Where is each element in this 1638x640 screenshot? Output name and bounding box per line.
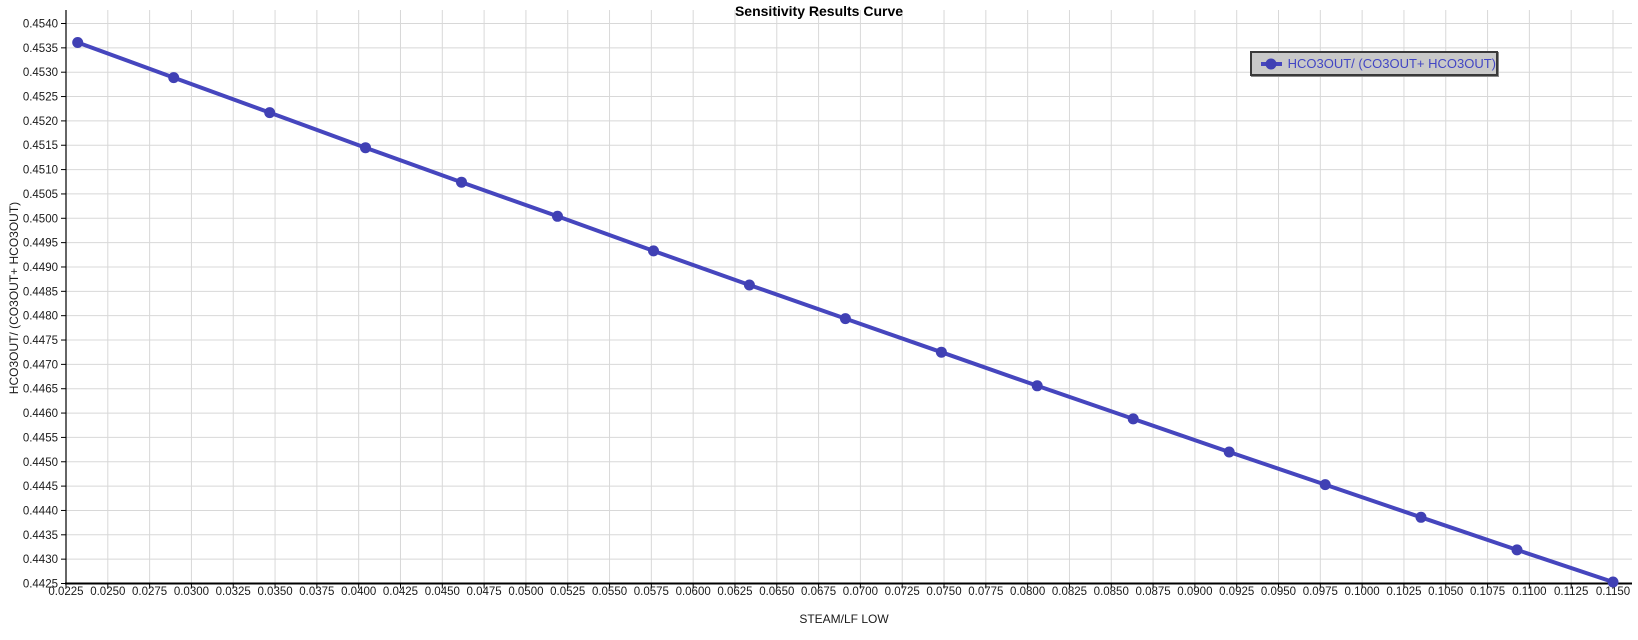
y-tick-label: 0.4515 [23, 140, 58, 152]
x-tick-label: 0.0775 [968, 586, 1003, 598]
x-tick-label: 0.0875 [1135, 586, 1170, 598]
x-tick-label: 0.0400 [341, 586, 376, 598]
y-tick-label: 0.4480 [23, 311, 58, 323]
data-point-marker[interactable] [839, 313, 851, 325]
x-tick-label: 0.0975 [1303, 586, 1338, 598]
x-tick-label: 0.0900 [1177, 586, 1212, 598]
x-tick-label: 0.0850 [1094, 586, 1129, 598]
y-tick-label: 0.4505 [23, 189, 58, 201]
x-tick-label: 0.0350 [257, 586, 292, 598]
x-tick-label: 0.1125 [1554, 586, 1588, 598]
x-tick-label: 0.1050 [1428, 586, 1463, 598]
data-point-marker[interactable] [168, 72, 180, 84]
data-point-marker[interactable] [1127, 413, 1139, 425]
data-point-marker[interactable] [360, 142, 371, 154]
y-tick-label: 0.4500 [23, 213, 58, 225]
y-tick-label: 0.4535 [23, 43, 58, 55]
data-point-marker[interactable] [1031, 380, 1043, 392]
x-tick-label: 0.0800 [1010, 586, 1045, 598]
series-line[interactable] [75, 40, 1615, 584]
x-tick-label: 0.0275 [132, 586, 167, 598]
y-tick-label: 0.4450 [23, 457, 58, 469]
y-tick-label: 0.4510 [23, 165, 58, 177]
y-tick-label: 0.4430 [23, 554, 58, 566]
data-point-marker[interactable] [1607, 576, 1619, 588]
x-tick-label: 0.0550 [592, 586, 627, 598]
x-tick-label: 0.0500 [508, 586, 543, 598]
y-tick-label: 0.4440 [23, 505, 58, 517]
data-point-marker[interactable] [935, 346, 947, 358]
x-tick-label: 0.0250 [90, 586, 125, 598]
x-tick-label: 0.1150 [1596, 586, 1630, 598]
x-tick-label: 0.0375 [299, 586, 334, 598]
y-tick-label: 0.4520 [23, 116, 58, 128]
x-tick-label: 0.0225 [48, 586, 83, 598]
y-tick-label: 0.4525 [23, 92, 58, 104]
y-axis-title: HCO3OUT/ (CO3OUT+ HCO3OUT) [7, 201, 21, 395]
y-tick-label: 0.4490 [23, 262, 58, 274]
x-tick-label: 0.0700 [843, 586, 878, 598]
data-point-marker[interactable] [648, 245, 659, 257]
data-point-marker[interactable] [456, 176, 467, 188]
y-tick-label: 0.4485 [23, 286, 58, 298]
x-tick-label: 0.0650 [759, 586, 794, 598]
data-point-marker[interactable] [1511, 544, 1523, 556]
x-tick-label: 0.1100 [1512, 586, 1546, 598]
data-point-marker[interactable] [743, 279, 755, 291]
data-point-marker[interactable] [264, 107, 276, 119]
x-tick-label: 0.0300 [174, 586, 209, 598]
x-tick-label: 0.0450 [425, 586, 460, 598]
y-tick-label: 0.4435 [23, 530, 58, 542]
chart-title: Sensitivity Results Curve [734, 3, 904, 19]
x-tick-label: 0.0600 [676, 586, 711, 598]
x-tick-label: 0.0750 [926, 586, 961, 598]
legend[interactable]: HCO3OUT/ (CO3OUT+ HCO3OUT) [1250, 51, 1498, 76]
x-tick-label: 0.0325 [216, 586, 251, 598]
x-tick-label: 0.0525 [550, 586, 585, 598]
y-tick-label: 0.4425 [23, 579, 58, 591]
data-point-marker[interactable] [1223, 446, 1235, 458]
data-point-marker[interactable] [1415, 511, 1427, 523]
x-tick-label: 0.0625 [717, 586, 752, 598]
data-point-marker[interactable] [72, 37, 84, 48]
data-point-marker[interactable] [552, 210, 563, 222]
x-tick-label: 0.1000 [1345, 586, 1380, 598]
x-tick-label: 0.0950 [1261, 586, 1296, 598]
y-tick-label: 0.4530 [23, 67, 58, 79]
y-tick-label: 0.4445 [23, 481, 58, 493]
legend-series-label: HCO3OUT/ (CO3OUT+ HCO3OUT) [1287, 56, 1496, 71]
x-tick-label: 0.0575 [634, 586, 669, 598]
y-tick-label: 0.4465 [23, 384, 58, 396]
x-tick-label: 0.1025 [1386, 586, 1421, 598]
x-tick-label: 0.0725 [885, 586, 920, 598]
y-tick-label: 0.4460 [23, 408, 58, 420]
x-tick-label: 0.1075 [1470, 586, 1505, 598]
y-tick-label: 0.4540 [23, 19, 58, 31]
x-tick-label: 0.0475 [467, 586, 502, 598]
x-axis-title: STEAM/LF LOW [799, 612, 889, 626]
y-tick-label: 0.4470 [23, 359, 58, 371]
x-tick-label: 0.0675 [801, 586, 836, 598]
x-tick-label: 0.0825 [1052, 586, 1087, 598]
x-tick-label: 0.0425 [383, 586, 418, 598]
legend-series-marker-icon [1261, 58, 1282, 69]
x-tick-label: 0.0925 [1219, 586, 1254, 598]
data-point-marker[interactable] [1319, 479, 1331, 491]
y-tick-label: 0.4475 [23, 335, 58, 347]
y-tick-label: 0.4455 [23, 432, 58, 444]
y-tick-label: 0.4495 [23, 238, 58, 250]
